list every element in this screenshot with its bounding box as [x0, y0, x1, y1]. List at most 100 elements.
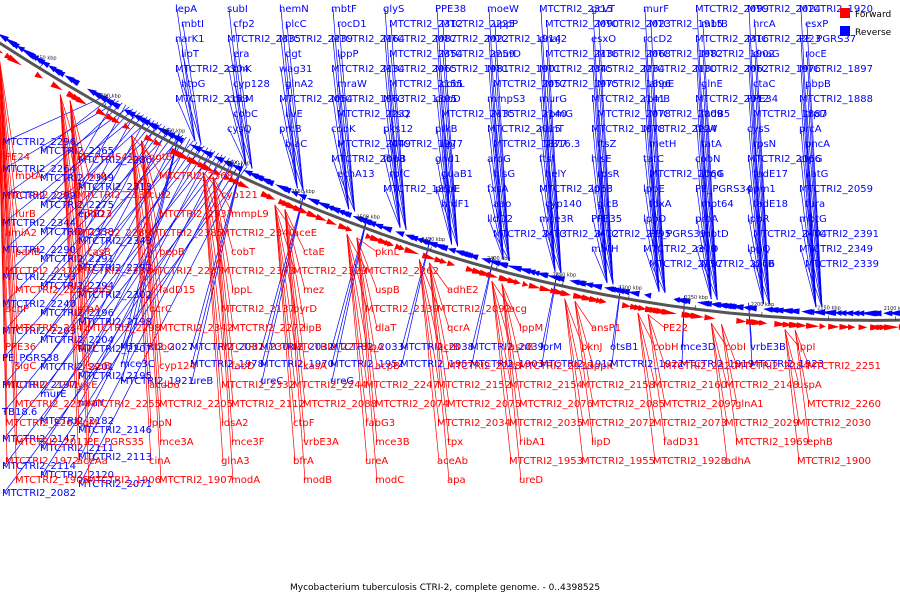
gene-label: MTCTRI2_2158 — [581, 380, 655, 391]
gene-label: lipB — [303, 323, 322, 334]
callout-line — [494, 113, 510, 261]
callout-line — [274, 204, 296, 386]
gene-label: aroG — [487, 154, 511, 165]
reverse-gene-arrow — [257, 176, 265, 182]
callout-line — [202, 171, 224, 424]
callout-line — [748, 98, 764, 305]
gene-label: MTCTRI2_2262 — [365, 266, 439, 277]
gene-label: TB16.3 — [544, 139, 580, 150]
gene-label: hemN — [279, 4, 309, 15]
gene-label: lpqG — [701, 169, 724, 180]
gene-label: MTCTRI2_2164 — [331, 34, 405, 45]
callout-line — [141, 140, 162, 177]
reverse-gene-arrow — [588, 284, 603, 291]
gene-label: MTCTRI2_2413 — [493, 229, 567, 240]
callout-line — [59, 94, 80, 310]
gene-label: fdxA — [649, 199, 672, 210]
gene-label: fura — [805, 199, 825, 210]
callout-line — [390, 83, 407, 230]
gene-label: MTCTRI2_2034 — [437, 418, 511, 429]
gene-label: MTCTRI2_1957 — [400, 359, 474, 370]
gene-label: ephB — [807, 437, 833, 448]
forward-gene-arrow — [315, 214, 327, 221]
callout-line — [332, 128, 350, 210]
gene-label: MTCTRI2_2153 — [175, 94, 249, 105]
gene-label: MTCTRI2_2379 — [643, 244, 717, 255]
callout-line — [338, 173, 355, 212]
callout-line — [3, 140, 194, 359]
callout-line — [356, 237, 378, 367]
gene-label: gcvT — [591, 4, 616, 15]
callout-line — [141, 140, 162, 405]
callout-line — [721, 324, 738, 443]
gene-label: MTCTRI2_2272 — [231, 323, 305, 334]
reverse-gene-arrow — [583, 282, 594, 289]
gene-label: mce3D — [680, 342, 716, 353]
gene-label: MTCTRI2_2241 — [5, 380, 79, 391]
callout-line — [494, 143, 510, 261]
reverse-gene-arrow — [306, 197, 320, 206]
gene-label: esxP — [805, 19, 828, 30]
callout-line — [491, 280, 512, 462]
gene-label: cysS — [747, 124, 770, 135]
gene-label: MTCTRI2_2088 — [303, 399, 377, 410]
gene-label: MTCTRI2_2313 — [78, 182, 152, 193]
callout-line — [202, 171, 224, 348]
gene-label: cobS — [87, 285, 111, 296]
gene-label: tatA — [701, 139, 722, 150]
callout-line — [274, 204, 296, 462]
gene-label: cut2 — [149, 190, 171, 201]
callout-line — [696, 248, 712, 300]
callout-line — [800, 128, 817, 308]
gene-label: MTCTRI2_2023 — [597, 19, 671, 30]
callout-line — [191, 163, 243, 348]
reverse-gene-arrow — [124, 109, 136, 118]
gene-label: MTCTRI2_2373 — [221, 266, 295, 277]
callout-line — [592, 188, 608, 284]
reverse-gene-arrow — [315, 201, 330, 210]
callout-line — [598, 143, 614, 285]
callout-line — [274, 204, 296, 424]
callout-line — [442, 203, 458, 247]
callout-line — [754, 83, 770, 305]
gene-label: otsB1 — [610, 342, 638, 353]
forward-gene-arrow — [704, 314, 716, 321]
gene-label: hrcA — [753, 19, 776, 30]
reverse-gene-arrow — [679, 298, 688, 305]
callout-line — [428, 262, 450, 481]
reverse-gene-arrow — [355, 216, 367, 224]
callout-line — [710, 323, 728, 462]
callout-line — [800, 218, 817, 308]
callout-line — [702, 263, 718, 300]
callout-line — [79, 104, 127, 188]
forward-gene-arrow — [237, 180, 250, 189]
gene-label: MTCTRI2_2343 — [78, 236, 152, 247]
reverse-gene-arrow — [416, 237, 424, 244]
callout-line — [806, 263, 823, 308]
forward-gene-arrow — [883, 324, 900, 331]
gene-label: MTCTRI2_2300 — [221, 342, 295, 353]
gene-label: MTCTRI2_2068 — [597, 49, 671, 60]
callout-line — [647, 314, 666, 405]
forward-gene-arrow — [736, 317, 747, 324]
gene-label: mce3R — [539, 214, 574, 225]
gene-label: fadE17 — [753, 169, 788, 180]
callout-line — [436, 158, 453, 245]
reverse-gene-arrow — [866, 310, 882, 317]
callout-line — [384, 188, 401, 228]
reverse-gene-arrow — [377, 225, 393, 233]
callout-line — [384, 128, 401, 228]
callout-line — [546, 113, 562, 274]
forward-gene-arrow — [528, 282, 541, 289]
callout-line — [794, 330, 810, 443]
gene-label: MTCTRI2_2154 — [509, 380, 583, 391]
reverse-gene-arrow — [198, 148, 214, 159]
kbp-tick-label: 2700 kbp — [97, 94, 121, 100]
callout-line — [191, 163, 243, 365]
gene-label: PE_PGRS39 — [649, 229, 706, 240]
gene-label: glnA1 — [735, 399, 764, 410]
callout-line — [800, 98, 817, 308]
forward-gene-arrow — [848, 324, 856, 331]
callout-line — [390, 173, 407, 230]
gene-label: MTCTRI2_2299 — [2, 191, 76, 202]
